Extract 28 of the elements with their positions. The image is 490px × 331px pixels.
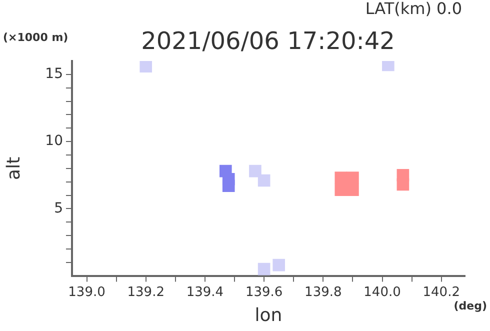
x-axis-title: lon xyxy=(254,304,282,326)
point xyxy=(334,172,348,184)
text: (×1000 m) xyxy=(3,30,68,44)
point xyxy=(258,174,270,187)
x-tick-label: 139.0 xyxy=(68,284,106,300)
point xyxy=(382,61,394,72)
x-tick-label: 139.8 xyxy=(304,284,342,300)
text: LAT(km) 0.0 xyxy=(365,0,462,18)
point xyxy=(346,184,359,196)
point xyxy=(396,178,410,191)
point xyxy=(334,184,348,196)
point xyxy=(222,180,235,192)
y-tick-label: 10 xyxy=(45,133,63,150)
x-tick-label: 140.0 xyxy=(364,284,401,300)
x-tick-label: 139.6 xyxy=(245,284,283,300)
point xyxy=(346,172,359,184)
point xyxy=(140,61,152,73)
x-tick-label: 139.2 xyxy=(127,284,164,300)
point xyxy=(258,262,270,276)
x-tick-label: 139.4 xyxy=(186,284,224,300)
y-tick-label: 15 xyxy=(45,66,63,82)
text: (deg) xyxy=(454,300,487,313)
x-tick-label: 140.2 xyxy=(422,284,460,300)
point xyxy=(272,258,285,272)
chart-title: 2021/06/06 17:20:42 xyxy=(141,27,395,56)
y-axis-title: alt xyxy=(3,156,24,180)
y-tick-label: 5 xyxy=(54,200,63,216)
point xyxy=(249,164,262,178)
